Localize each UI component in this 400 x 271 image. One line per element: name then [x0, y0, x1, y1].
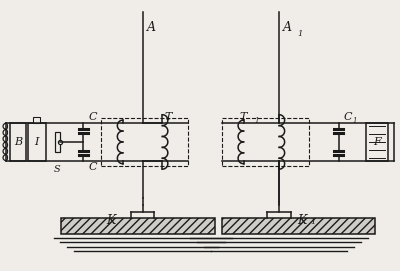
Text: I: I: [34, 137, 39, 147]
Text: C: C: [344, 112, 352, 122]
Bar: [62, 218, 215, 234]
Text: C: C: [88, 112, 97, 122]
Bar: [33, 117, 40, 123]
Text: 1: 1: [311, 218, 316, 226]
Text: C: C: [88, 162, 97, 172]
Bar: [10, 123, 26, 161]
Text: F: F: [373, 137, 381, 147]
Bar: [222, 118, 309, 166]
Text: K: K: [106, 214, 116, 227]
Text: A: A: [283, 21, 292, 34]
Text: S: S: [54, 165, 61, 174]
Text: K: K: [297, 214, 306, 227]
Bar: [101, 118, 188, 166]
Text: 1: 1: [254, 117, 259, 125]
Text: 1: 1: [297, 30, 302, 38]
Text: A: A: [146, 21, 156, 34]
Bar: [28, 123, 46, 161]
Text: T: T: [240, 112, 247, 122]
Text: T: T: [165, 112, 172, 122]
Text: B: B: [14, 137, 22, 147]
Bar: [56, 132, 60, 152]
Bar: [366, 123, 388, 161]
Bar: [222, 218, 375, 234]
Text: 1: 1: [352, 117, 357, 125]
